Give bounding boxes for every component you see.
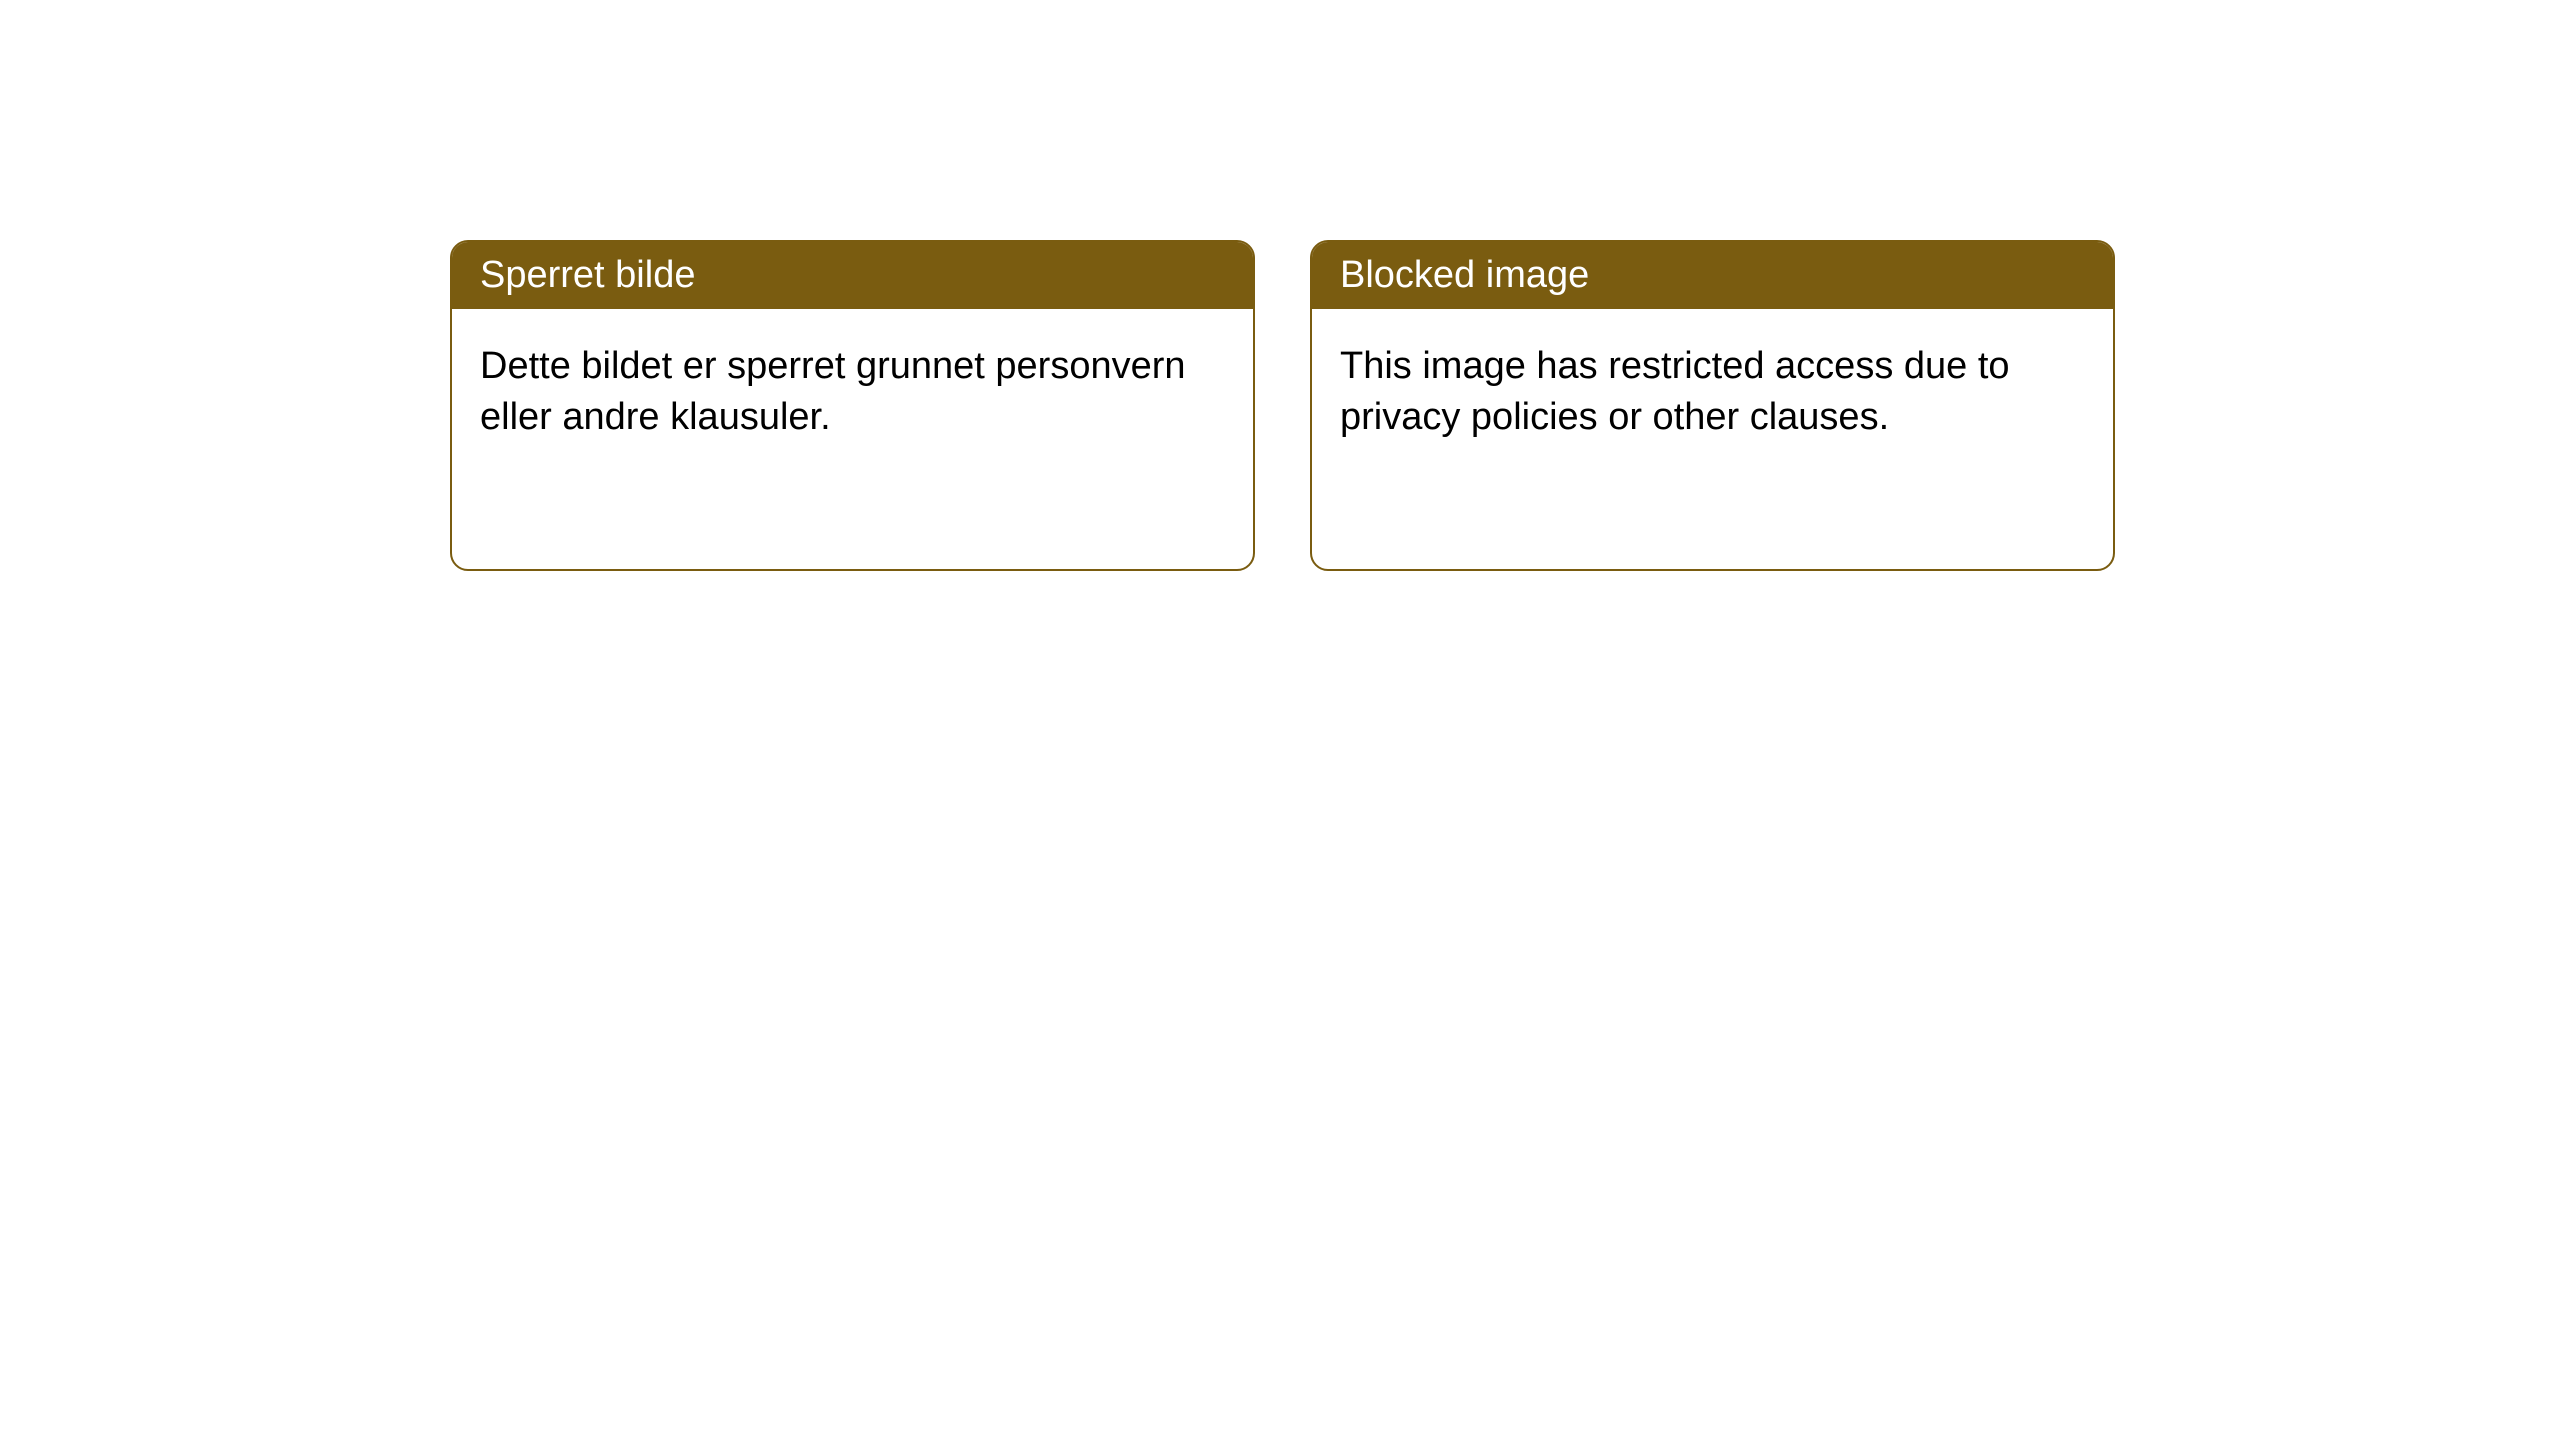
notice-card-title: Sperret bilde bbox=[480, 254, 695, 296]
notice-card-english: Blocked image This image has restricted … bbox=[1310, 240, 2115, 571]
notice-card-text: Dette bildet er sperret grunnet personve… bbox=[480, 345, 1186, 438]
notice-container: Sperret bilde Dette bildet er sperret gr… bbox=[0, 0, 2560, 571]
notice-card-title: Blocked image bbox=[1340, 254, 1589, 296]
notice-card-norwegian: Sperret bilde Dette bildet er sperret gr… bbox=[450, 240, 1255, 571]
notice-card-header: Sperret bilde bbox=[452, 242, 1253, 309]
notice-card-text: This image has restricted access due to … bbox=[1340, 345, 2010, 438]
notice-card-body: Dette bildet er sperret grunnet personve… bbox=[452, 309, 1253, 569]
notice-card-body: This image has restricted access due to … bbox=[1312, 309, 2113, 569]
notice-card-header: Blocked image bbox=[1312, 242, 2113, 309]
